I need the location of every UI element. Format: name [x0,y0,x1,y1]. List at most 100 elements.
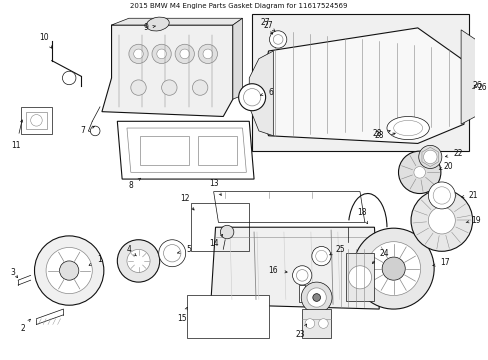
Circle shape [46,247,92,294]
Bar [21,107,52,134]
Bar [252,14,468,151]
Text: 11: 11 [11,141,21,150]
Circle shape [163,244,181,262]
Circle shape [318,319,327,328]
Text: 14: 14 [208,239,218,248]
Circle shape [427,207,454,234]
Circle shape [348,266,371,289]
Circle shape [296,270,307,281]
Text: 28: 28 [374,131,383,140]
Bar [345,253,374,301]
Polygon shape [111,18,242,25]
Ellipse shape [386,117,428,140]
Circle shape [162,80,177,95]
Text: 16: 16 [268,266,278,275]
Bar [302,309,330,338]
Text: 8: 8 [128,181,133,190]
Circle shape [292,266,311,285]
Circle shape [35,236,103,305]
Text: 27: 27 [260,18,270,27]
Text: 18: 18 [356,208,366,217]
Text: 26: 26 [472,81,481,90]
Circle shape [243,89,260,106]
Text: 13: 13 [208,179,218,188]
Text: 4: 4 [126,245,131,254]
Circle shape [273,35,283,44]
Ellipse shape [393,120,422,136]
Polygon shape [213,192,364,222]
Circle shape [418,145,441,168]
Bar [26,112,47,129]
Circle shape [198,44,217,63]
Text: 26: 26 [476,83,486,92]
Bar [299,285,305,302]
Circle shape [432,187,449,204]
Text: 17: 17 [439,258,448,267]
Text: 24: 24 [379,249,388,258]
Text: 23: 23 [295,330,305,339]
Text: 5: 5 [186,245,191,254]
Polygon shape [210,227,379,309]
Ellipse shape [146,17,169,31]
Circle shape [413,167,425,178]
Circle shape [203,49,212,59]
Circle shape [381,257,405,280]
Circle shape [180,49,189,59]
Circle shape [117,240,160,282]
Circle shape [352,228,433,309]
Circle shape [152,44,171,63]
Circle shape [157,49,166,59]
Text: 20: 20 [443,162,452,171]
Text: 25: 25 [335,245,345,254]
Circle shape [301,282,331,313]
Circle shape [133,49,143,59]
Circle shape [269,31,286,48]
Circle shape [175,44,194,63]
Circle shape [398,151,440,194]
Circle shape [238,84,265,111]
Circle shape [62,71,76,85]
Text: 28: 28 [372,129,381,138]
Circle shape [305,319,314,328]
Circle shape [220,225,233,239]
Polygon shape [232,18,242,99]
Circle shape [131,80,146,95]
Text: 27: 27 [263,22,273,31]
Bar [186,294,268,338]
Text: 22: 22 [452,149,462,158]
Text: 6: 6 [268,88,273,97]
Circle shape [159,240,185,267]
Text: 15: 15 [177,314,186,323]
Text: 7: 7 [80,126,85,135]
Polygon shape [249,51,273,136]
Text: 10: 10 [39,33,49,42]
Text: 1: 1 [98,255,102,264]
Title: 2015 BMW M4 Engine Parts Gasket Diagram for 11617524569: 2015 BMW M4 Engine Parts Gasket Diagram … [130,3,347,9]
Circle shape [127,249,150,273]
Circle shape [312,294,320,301]
Circle shape [311,247,330,266]
Circle shape [315,250,326,262]
Bar [198,136,236,165]
Circle shape [90,126,100,136]
Circle shape [31,114,42,126]
Circle shape [410,190,472,251]
Polygon shape [460,30,474,124]
Text: 2: 2 [20,324,25,333]
Text: 3: 3 [11,268,16,277]
Circle shape [427,182,454,209]
Circle shape [366,242,420,296]
Polygon shape [102,25,232,117]
Bar [140,136,188,165]
Circle shape [129,44,148,63]
Polygon shape [117,121,254,179]
Circle shape [192,80,207,95]
Polygon shape [258,28,463,143]
Circle shape [60,261,79,280]
Circle shape [423,150,436,164]
Text: 21: 21 [468,191,477,200]
Polygon shape [127,128,246,172]
Text: 9: 9 [143,23,148,32]
Bar [191,203,249,251]
Text: 12: 12 [180,194,189,203]
